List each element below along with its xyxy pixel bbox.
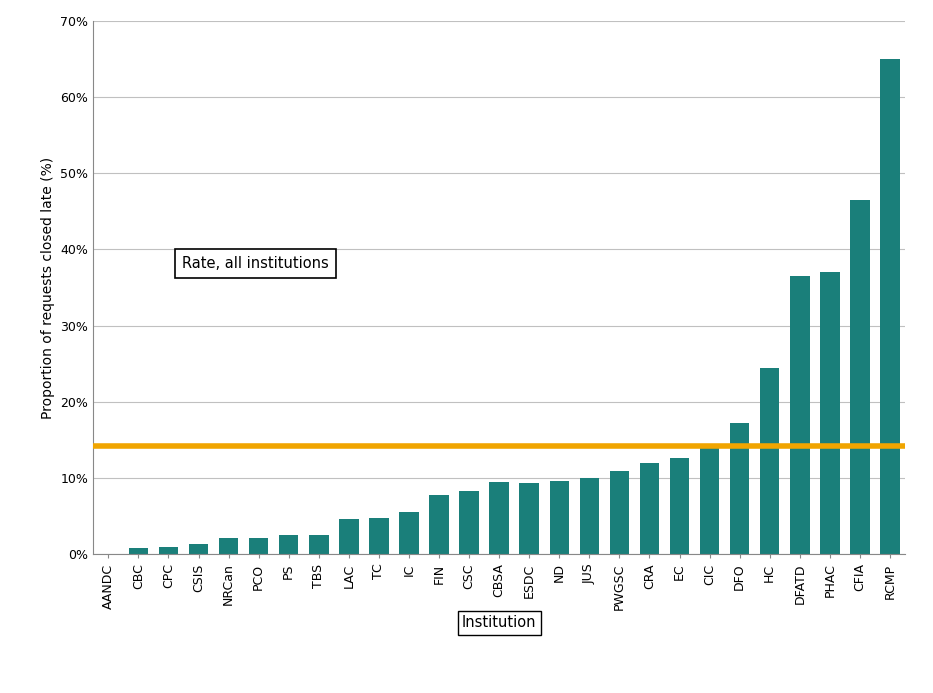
Bar [550,481,569,554]
Bar [579,478,599,554]
Bar [850,200,870,554]
Bar [369,518,389,554]
Bar [219,538,238,554]
Bar [459,491,479,554]
Bar [820,272,840,554]
X-axis label: Institution: Institution [462,615,536,631]
Bar [249,538,269,554]
Bar [730,423,749,554]
Bar [159,547,178,554]
Y-axis label: Proportion of requests closed late (%): Proportion of requests closed late (%) [41,157,55,419]
Bar [700,448,719,554]
Bar [129,548,148,554]
Bar [880,59,899,554]
Bar [670,457,689,554]
Bar [640,463,660,554]
Bar [279,536,299,554]
Bar [790,276,810,554]
Bar [188,545,208,554]
Bar [490,482,508,554]
Text: Rate, all institutions: Rate, all institutions [182,256,329,271]
Bar [760,367,779,554]
Bar [309,536,328,554]
Bar [339,518,358,554]
Bar [429,495,449,554]
Bar [609,471,629,554]
Bar [520,483,539,554]
Bar [399,513,419,554]
